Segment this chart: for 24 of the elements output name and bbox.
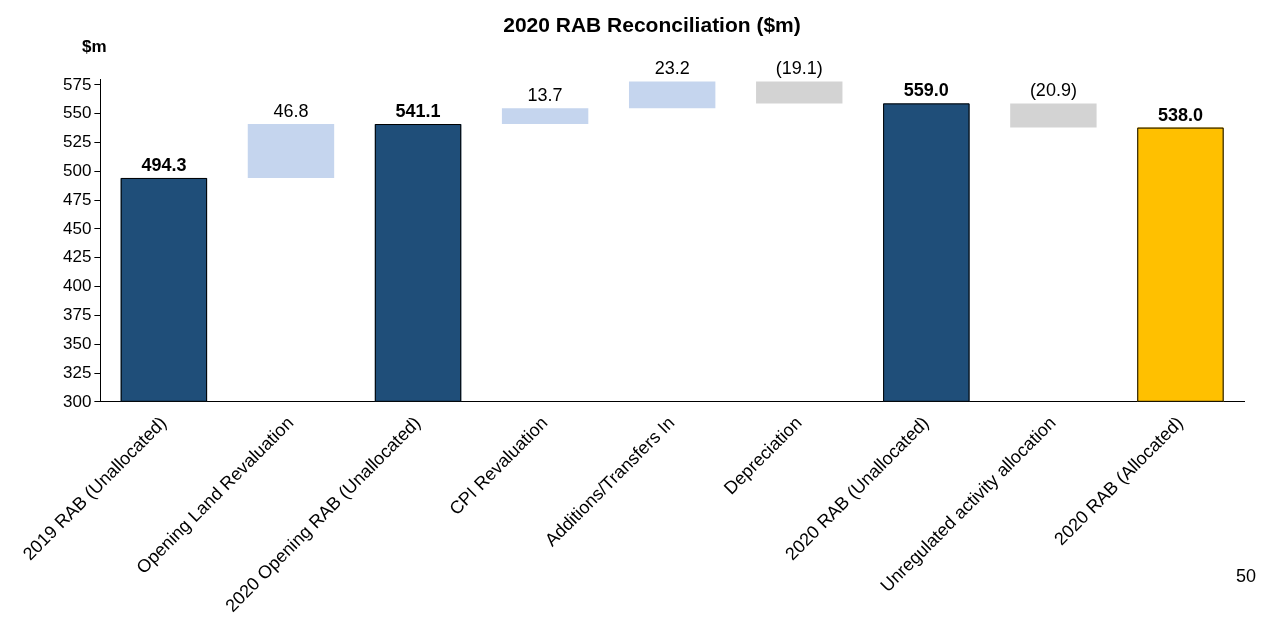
y-tick-label: 300 [62,391,92,411]
data-label: 538.0 [1157,104,1203,125]
data-label: 494.3 [141,154,187,175]
y-tick-label: 425 [62,247,92,267]
y-tick-label: 475 [62,189,92,209]
data-label: 541.1 [395,100,441,121]
chart-title: 2020 RAB Reconciliation ($m) [503,13,801,37]
data-label: 13.7 [527,85,563,106]
y-tick-label: 325 [62,362,92,382]
y-tick-label: 550 [62,103,92,123]
y-tick-label: 500 [62,161,92,181]
y-tick-label: 575 [62,74,92,94]
data-label: 23.2 [654,58,690,79]
y-axis-title: $m [82,37,107,57]
y-tick-label: 350 [62,333,92,353]
data-label: 559.0 [903,80,949,101]
data-label: 46.8 [273,100,309,121]
data-label: (19.1) [775,58,823,79]
data-label: (20.9) [1029,80,1077,101]
y-tick-label: 375 [62,305,92,325]
y-tick-label: 400 [62,276,92,296]
y-tick-label: 450 [62,218,92,238]
y-tick-label: 525 [62,132,92,152]
text: 50 [1235,566,1256,587]
